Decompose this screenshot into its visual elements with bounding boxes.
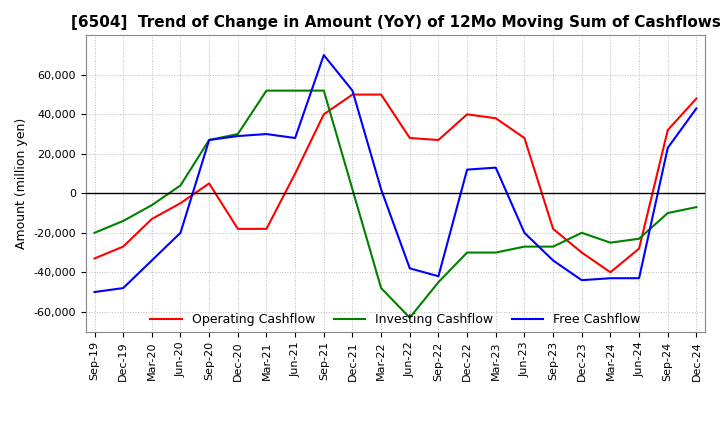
Free Cashflow bbox=[377, 187, 385, 192]
Investing Cashflow bbox=[663, 210, 672, 216]
Line: Free Cashflow: Free Cashflow bbox=[94, 55, 696, 292]
Operating Cashflow bbox=[176, 201, 185, 206]
Operating Cashflow bbox=[119, 244, 127, 249]
Line: Investing Cashflow: Investing Cashflow bbox=[94, 91, 696, 318]
Free Cashflow bbox=[635, 275, 644, 281]
Operating Cashflow bbox=[692, 96, 701, 101]
Operating Cashflow bbox=[520, 136, 528, 141]
Operating Cashflow bbox=[291, 171, 300, 176]
Investing Cashflow bbox=[176, 183, 185, 188]
Y-axis label: Amount (million yen): Amount (million yen) bbox=[15, 118, 28, 249]
Investing Cashflow bbox=[233, 132, 242, 137]
Investing Cashflow bbox=[434, 279, 443, 285]
Free Cashflow bbox=[90, 290, 99, 295]
Free Cashflow bbox=[405, 266, 414, 271]
Free Cashflow bbox=[148, 258, 156, 263]
Line: Operating Cashflow: Operating Cashflow bbox=[94, 95, 696, 272]
Operating Cashflow bbox=[233, 226, 242, 231]
Title: [6504]  Trend of Change in Amount (YoY) of 12Mo Moving Sum of Cashflows: [6504] Trend of Change in Amount (YoY) o… bbox=[71, 15, 720, 30]
Free Cashflow bbox=[663, 145, 672, 150]
Free Cashflow bbox=[233, 133, 242, 139]
Free Cashflow bbox=[463, 167, 472, 172]
Operating Cashflow bbox=[635, 246, 644, 251]
Investing Cashflow bbox=[204, 137, 213, 143]
Operating Cashflow bbox=[262, 226, 271, 231]
Legend: Operating Cashflow, Investing Cashflow, Free Cashflow: Operating Cashflow, Investing Cashflow, … bbox=[145, 308, 646, 331]
Investing Cashflow bbox=[348, 187, 357, 192]
Operating Cashflow bbox=[348, 92, 357, 97]
Free Cashflow bbox=[348, 88, 357, 93]
Investing Cashflow bbox=[262, 88, 271, 93]
Investing Cashflow bbox=[692, 205, 701, 210]
Investing Cashflow bbox=[405, 315, 414, 320]
Investing Cashflow bbox=[492, 250, 500, 255]
Investing Cashflow bbox=[90, 230, 99, 235]
Investing Cashflow bbox=[463, 250, 472, 255]
Free Cashflow bbox=[320, 52, 328, 58]
Investing Cashflow bbox=[549, 244, 557, 249]
Free Cashflow bbox=[291, 136, 300, 141]
Free Cashflow bbox=[692, 106, 701, 111]
Investing Cashflow bbox=[377, 286, 385, 291]
Investing Cashflow bbox=[148, 202, 156, 208]
Free Cashflow bbox=[577, 278, 586, 283]
Investing Cashflow bbox=[320, 88, 328, 93]
Operating Cashflow bbox=[577, 250, 586, 255]
Free Cashflow bbox=[520, 230, 528, 235]
Free Cashflow bbox=[549, 258, 557, 263]
Operating Cashflow bbox=[434, 137, 443, 143]
Investing Cashflow bbox=[119, 218, 127, 224]
Operating Cashflow bbox=[549, 226, 557, 231]
Investing Cashflow bbox=[577, 230, 586, 235]
Free Cashflow bbox=[119, 286, 127, 291]
Free Cashflow bbox=[262, 132, 271, 137]
Free Cashflow bbox=[434, 274, 443, 279]
Operating Cashflow bbox=[405, 136, 414, 141]
Operating Cashflow bbox=[204, 181, 213, 186]
Operating Cashflow bbox=[492, 116, 500, 121]
Operating Cashflow bbox=[606, 270, 615, 275]
Operating Cashflow bbox=[377, 92, 385, 97]
Investing Cashflow bbox=[291, 88, 300, 93]
Free Cashflow bbox=[606, 275, 615, 281]
Investing Cashflow bbox=[635, 236, 644, 242]
Operating Cashflow bbox=[90, 256, 99, 261]
Operating Cashflow bbox=[320, 112, 328, 117]
Investing Cashflow bbox=[520, 244, 528, 249]
Free Cashflow bbox=[492, 165, 500, 170]
Operating Cashflow bbox=[663, 128, 672, 133]
Free Cashflow bbox=[204, 137, 213, 143]
Investing Cashflow bbox=[606, 240, 615, 246]
Operating Cashflow bbox=[463, 112, 472, 117]
Operating Cashflow bbox=[148, 216, 156, 222]
Free Cashflow bbox=[176, 230, 185, 235]
